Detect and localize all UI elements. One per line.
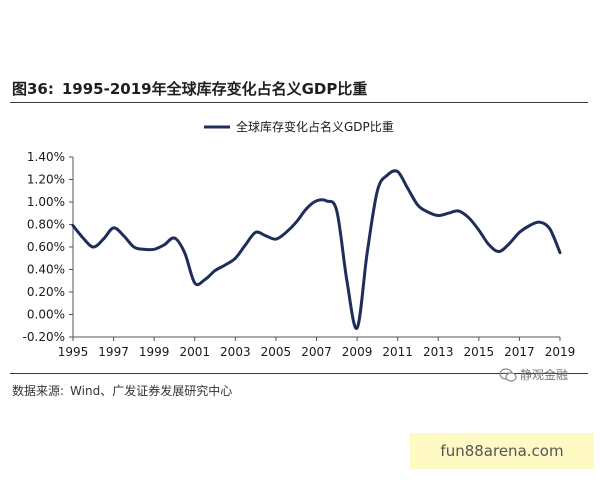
y-tick-label: 0.80% (27, 218, 65, 232)
source-label: 数据来源: (12, 384, 65, 398)
source-note: 数据来源: Wind、广发证券发展研究中心 (12, 382, 238, 399)
line-chart: -0.20% 0.00% 0.20% 0.40% 0.60% 0.80% 1.00% 1.20… (23, 119, 576, 359)
x-tick-label: 2009 (342, 345, 373, 359)
wechat-account-mark: 静观金融 (499, 366, 568, 383)
source-text: Wind、广发证券发展研究中心 (70, 384, 233, 398)
wechat-account-name: 静观金融 (520, 368, 569, 382)
figure-label: 图36: (12, 80, 54, 98)
y-tick-label: 0.40% (27, 263, 65, 277)
source-divider (10, 373, 588, 374)
y-tick-label: -0.20% (23, 330, 65, 344)
x-tick-label: 1995 (58, 345, 89, 359)
figure-title-text: 1995-2019年全球库存变化占名义GDP比重 (61, 80, 368, 98)
x-tick-label: 2001 (179, 345, 210, 359)
x-tick-label: 2013 (423, 345, 454, 359)
y-tick-label: 1.20% (27, 173, 65, 187)
x-tick-label: 2019 (545, 345, 576, 359)
watermark-text: fun88arena.com (440, 442, 564, 460)
x-tick-label: 1997 (98, 345, 129, 359)
y-tick-label: 0.00% (27, 308, 65, 322)
y-tick-label: 1.00% (27, 195, 65, 209)
figure-title: 图36: 1995-2019年全球库存变化占名义GDP比重 (12, 78, 375, 99)
x-tick-label: 2017 (504, 345, 535, 359)
x-tick-label: 2003 (220, 345, 251, 359)
x-tick-label: 2011 (382, 345, 413, 359)
wechat-icon (499, 367, 517, 382)
series-line-gdp-inventory-ratio (71, 169, 562, 330)
x-tick-label: 1999 (139, 345, 170, 359)
y-tick-label: 1.40% (27, 150, 65, 164)
watermark-banner: fun88arena.com (410, 433, 594, 469)
x-tick-label: 2005 (261, 345, 292, 359)
title-divider (10, 102, 588, 103)
x-tick-label: 2015 (464, 345, 495, 359)
y-tick-label: 0.60% (27, 240, 65, 254)
y-tick-label: 0.20% (27, 285, 65, 299)
legend-label: 全球库存变化占名义GDP比重 (236, 119, 394, 134)
x-tick-label: 2007 (301, 345, 332, 359)
